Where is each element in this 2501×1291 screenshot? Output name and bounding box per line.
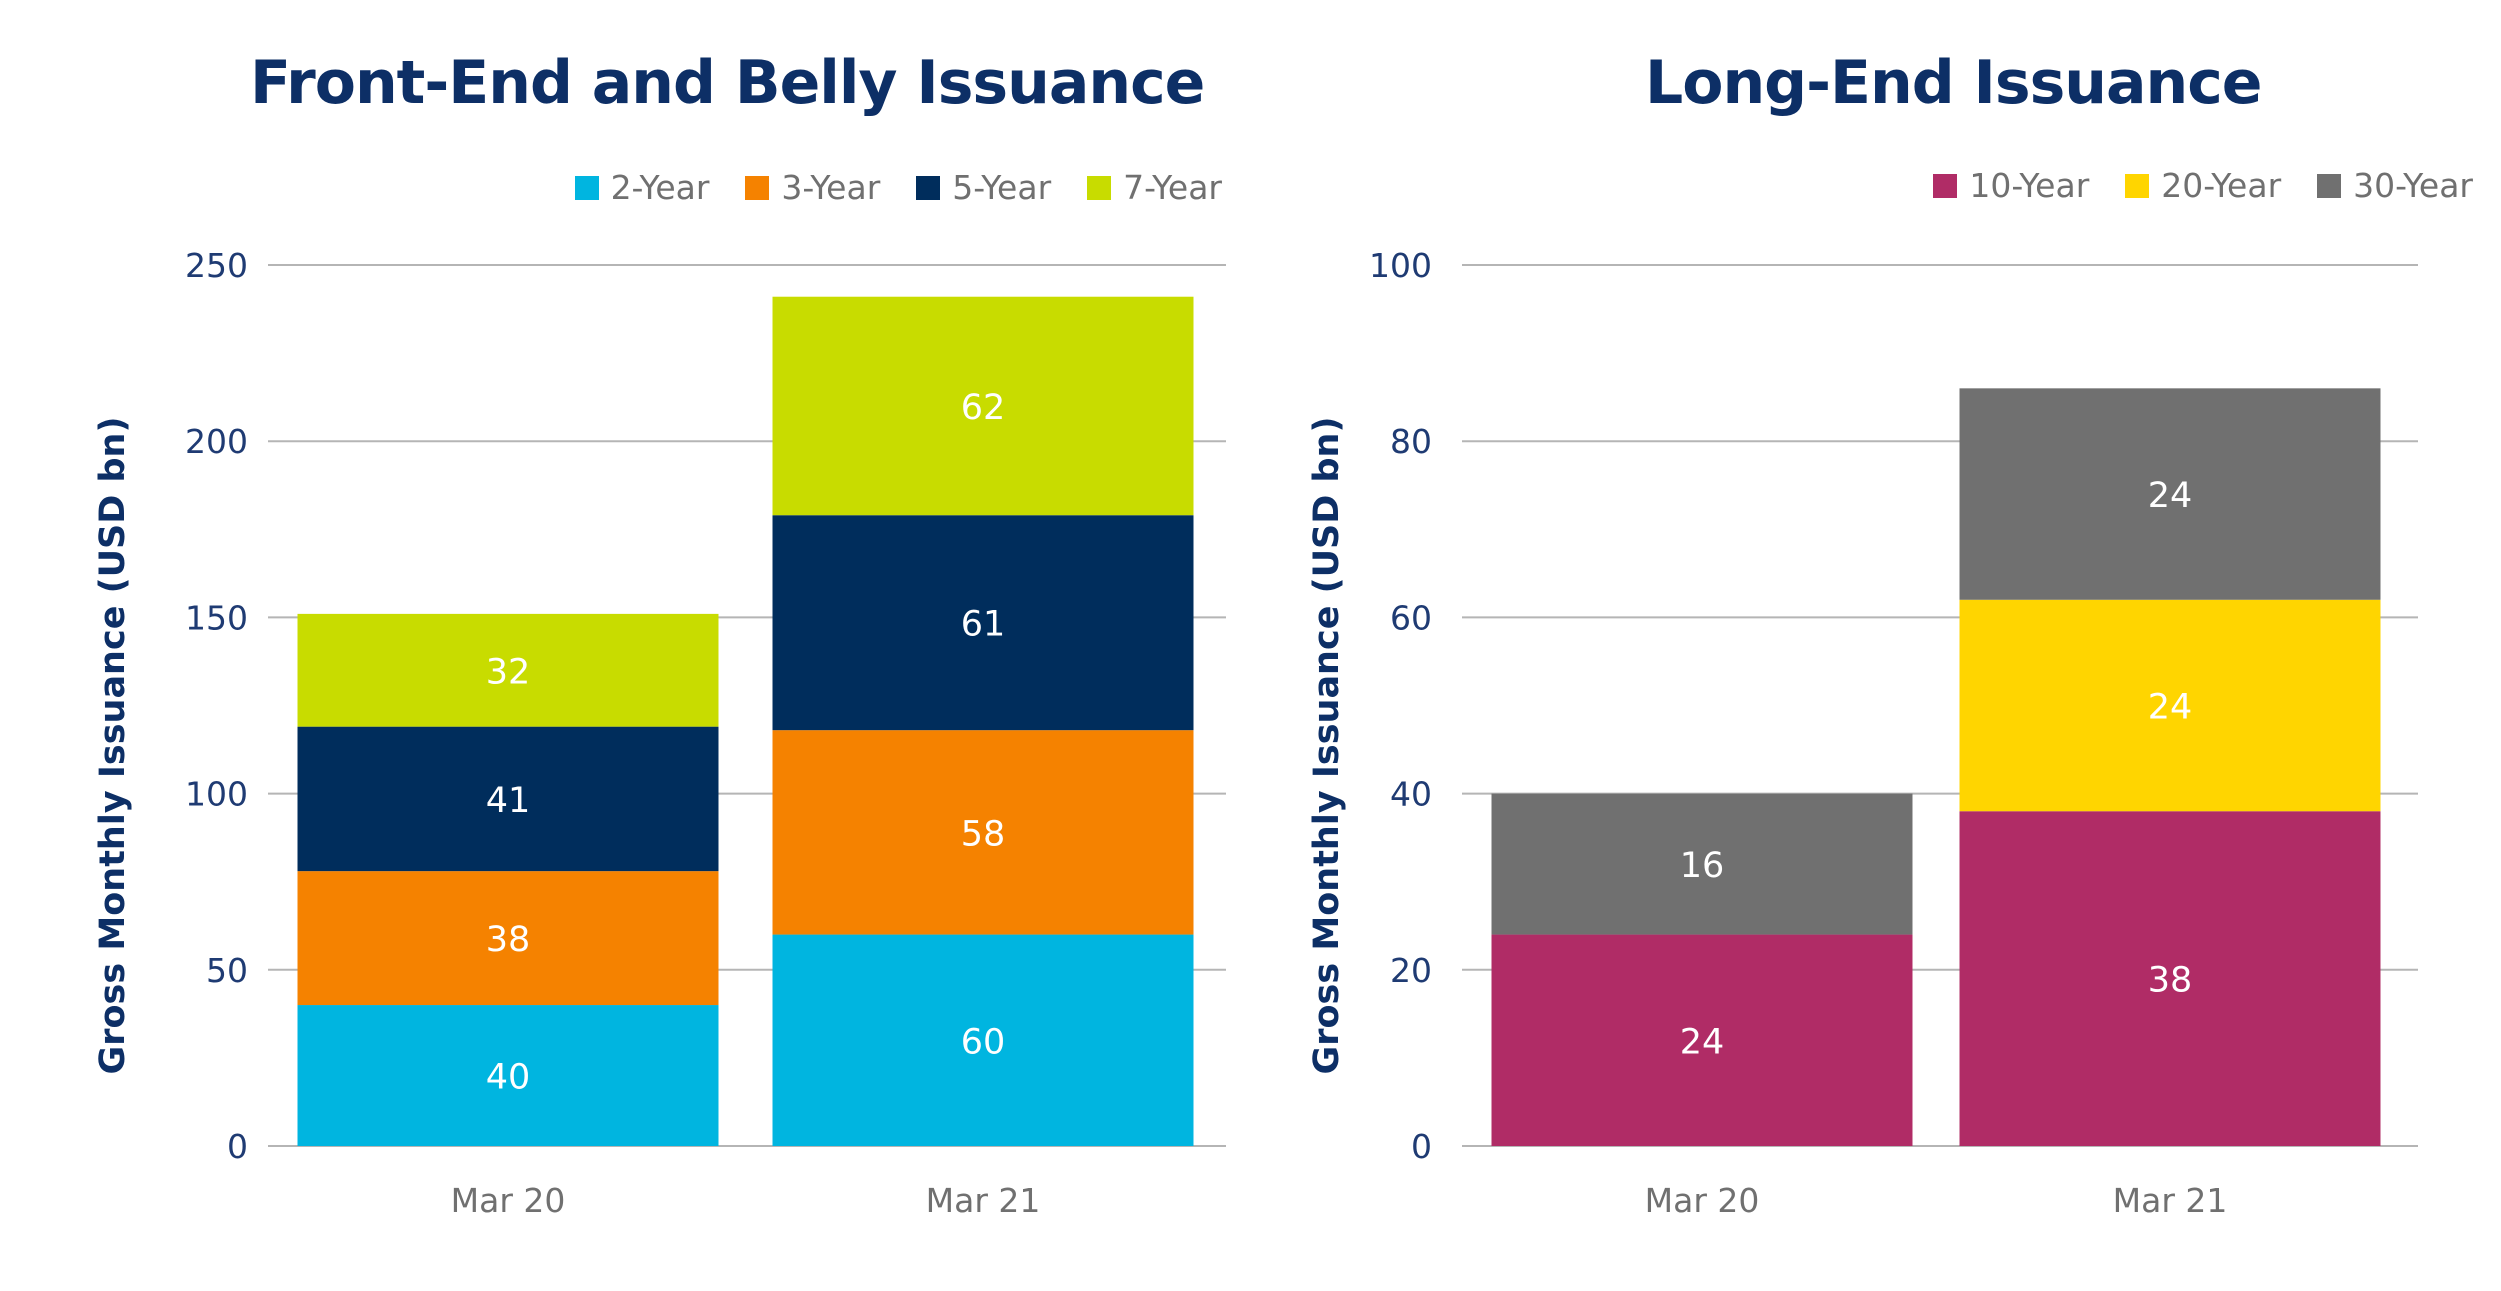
x-category-label: Mar 21: [926, 1181, 1041, 1220]
chart-title: Long-End Issuance: [1645, 48, 2262, 118]
bar-segment: [297, 613, 719, 727]
legend-swatch: [1933, 173, 1958, 198]
y-tick-label: 20: [1390, 951, 1432, 990]
bar-segment: [1491, 793, 1913, 935]
legend-label: 2-Year: [610, 168, 710, 207]
bar-segment: [297, 1005, 719, 1146]
chart-plot: 0 20 40 60 80 100 Gross Monthly Issuance (USD …: [1307, 246, 2418, 1220]
bar-segment: [1959, 599, 2381, 812]
legend-item: 30-Year: [2317, 166, 2473, 205]
chart-title: Front-End and Belly Issuance: [250, 48, 1205, 118]
x-category-label: Mar 20: [451, 1181, 566, 1220]
bar-segment: [297, 726, 719, 872]
data-label: 41: [486, 781, 531, 821]
data-label: 24: [1680, 1022, 1725, 1062]
chart-legend: 10-Year 20-Year 30-Year: [1897, 166, 2473, 205]
bar-segment: [1959, 388, 2381, 600]
bar-segment: [1959, 811, 2381, 1146]
y-axis-title: Gross Monthly Issuance (USD bn): [93, 417, 133, 1075]
y-tick-label: 200: [185, 422, 248, 461]
y-tick-label: 150: [185, 598, 248, 637]
data-label: 60: [961, 1022, 1006, 1062]
legend-item: 5-Year: [916, 168, 1051, 207]
y-tick-label: 40: [1390, 775, 1432, 814]
y-tick-label: 0: [227, 1127, 248, 1166]
legend-swatch: [574, 175, 599, 200]
legend-label: 30-Year: [2353, 166, 2473, 205]
data-label: 40: [486, 1058, 531, 1098]
bar-segment: [1491, 934, 1913, 1146]
y-tick-label: 60: [1390, 598, 1432, 637]
data-label: 62: [961, 388, 1006, 428]
bar-segment: [772, 515, 1194, 731]
legend-item: 2-Year: [574, 168, 710, 207]
data-label: 24: [2148, 688, 2193, 728]
data-label: 38: [2148, 961, 2193, 1001]
legend-item: 20-Year: [2125, 166, 2281, 205]
data-label: 58: [961, 814, 1006, 854]
bar-segment: [297, 871, 719, 1006]
y-tick-label: 100: [1369, 246, 1432, 285]
y-tick-label: 250: [185, 246, 248, 285]
data-label: 32: [486, 652, 531, 692]
y-tick-label: 0: [1411, 1127, 1432, 1166]
legend-label: 5-Year: [952, 168, 1052, 207]
legend-item: 3-Year: [745, 168, 880, 207]
chart-plot: 0 50 100 150 200 250 Gross Monthly Issuance (U…: [93, 246, 1226, 1220]
legend-item: 10-Year: [1933, 166, 2089, 205]
data-label: 38: [486, 920, 531, 960]
y-tick-label: 50: [206, 951, 248, 990]
x-category-label: Mar 21: [2113, 1181, 2228, 1220]
bar-segment: [772, 296, 1194, 516]
legend-swatch: [745, 175, 770, 200]
legend-swatch: [916, 175, 941, 200]
x-category-label: Mar 20: [1645, 1181, 1760, 1220]
chart-legend: 2-Year 3-Year 5-Year 7-Year: [539, 168, 1222, 207]
legend-swatch: [2125, 173, 2150, 198]
legend-swatch: [1087, 175, 1112, 200]
legend-item: 7-Year: [1087, 168, 1222, 207]
y-tick-label: 100: [185, 775, 248, 814]
y-axis-title: Gross Monthly Issuance (USD bn): [1307, 417, 1347, 1075]
data-label: 16: [1680, 846, 1725, 886]
bar-segment: [772, 934, 1194, 1146]
long-end-chart: Long-End Issuance 10-Year 20-Year 30-Year …: [1250, 0, 2501, 1291]
data-label: 24: [2148, 476, 2193, 516]
legend-label: 7-Year: [1123, 168, 1222, 207]
legend-label: 3-Year: [781, 168, 881, 207]
bar-segment: [772, 730, 1194, 935]
y-tick-label: 80: [1390, 422, 1432, 461]
legend-label: 20-Year: [2161, 166, 2282, 205]
data-label: 61: [961, 605, 1006, 645]
front-end-belly-chart: Front-End and Belly Issuance 2-Year 3-Yea…: [0, 0, 1250, 1291]
legend-label: 10-Year: [1969, 166, 2090, 205]
legend-swatch: [2317, 173, 2342, 198]
